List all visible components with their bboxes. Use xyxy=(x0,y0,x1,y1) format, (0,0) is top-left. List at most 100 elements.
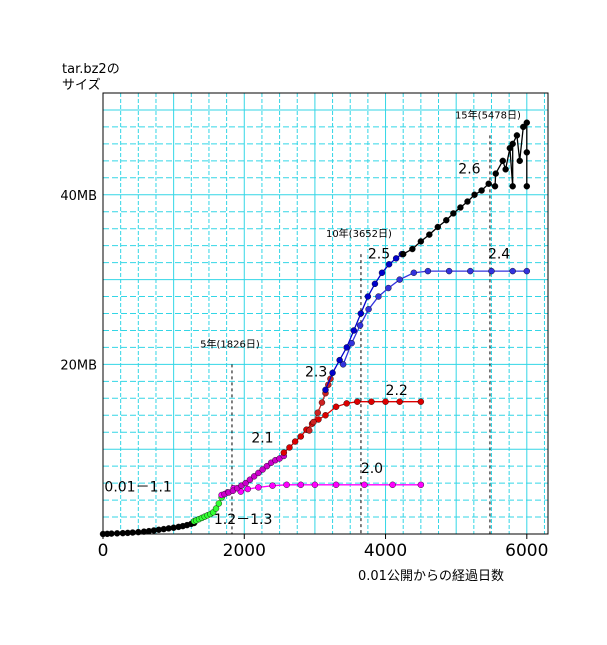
data-point xyxy=(283,481,290,489)
data-point xyxy=(246,476,254,483)
data-point xyxy=(322,386,329,394)
data-point xyxy=(375,293,382,300)
data-point xyxy=(113,530,121,537)
data-point xyxy=(399,250,407,258)
data-point xyxy=(424,267,432,275)
data-point xyxy=(322,412,329,419)
data-point xyxy=(306,427,313,434)
data-point xyxy=(255,469,262,477)
data-point xyxy=(502,166,509,173)
data-point xyxy=(368,398,375,405)
data-point xyxy=(357,310,365,317)
data-point xyxy=(396,398,403,405)
data-point xyxy=(212,505,220,512)
data-point xyxy=(409,245,416,253)
labels: 0.01－1.1 1.2－1.3 2.0 2.1 2.2 2.3 2.4 2.5 2.6 xyxy=(104,162,510,528)
data-point xyxy=(417,238,425,245)
data-point xyxy=(259,466,266,473)
data-point xyxy=(396,276,403,283)
data-point xyxy=(410,269,417,276)
data-point xyxy=(361,481,368,489)
series-label: 1.2－1.3 xyxy=(214,512,273,528)
data-point xyxy=(364,293,372,300)
data-point xyxy=(509,140,516,148)
data-point xyxy=(343,400,350,407)
data-point xyxy=(329,369,336,377)
y-axis-label-line-1: tar.bz2の xyxy=(62,62,120,77)
plot-frame xyxy=(102,92,549,535)
data-point xyxy=(291,438,299,445)
series-label: 2.4 xyxy=(488,246,510,262)
data-point xyxy=(492,170,499,177)
data-point xyxy=(286,444,293,451)
data-point xyxy=(523,149,531,156)
data-point xyxy=(108,530,115,537)
data-point xyxy=(215,500,223,507)
data-point xyxy=(263,462,271,470)
data-point xyxy=(269,482,276,489)
data-point xyxy=(343,344,350,351)
series-label: 0.01－1.1 xyxy=(104,480,171,496)
data-point xyxy=(389,481,396,489)
data-point xyxy=(297,433,304,440)
x-tick-label: 0 xyxy=(98,541,109,561)
data-point xyxy=(354,398,361,405)
data-point xyxy=(520,123,527,131)
data-point xyxy=(516,157,523,165)
series-label: 2.2 xyxy=(386,383,408,399)
x-tick-label: 4000 xyxy=(364,541,407,561)
series-label: 2.5 xyxy=(368,246,390,262)
data-point xyxy=(318,399,326,406)
data-point xyxy=(445,267,453,275)
data-point xyxy=(478,187,485,194)
data-point xyxy=(371,280,379,288)
data-point xyxy=(464,198,471,205)
y-tick-label: 40MB xyxy=(60,189,97,204)
data-point xyxy=(509,267,516,275)
data-point xyxy=(513,132,521,139)
data-point xyxy=(350,327,357,334)
data-point xyxy=(450,210,457,217)
data-point xyxy=(255,484,262,491)
data-point xyxy=(417,481,425,489)
axes: 0 2000 4000 6000 20MB 40MB xyxy=(60,92,549,561)
reference-line-label: 5年(1826日) xyxy=(200,337,260,350)
data-point xyxy=(488,267,495,275)
series-label: 2.1 xyxy=(251,430,273,446)
data-point xyxy=(315,416,322,423)
data-point xyxy=(311,481,319,489)
data-point xyxy=(339,361,347,368)
data-point xyxy=(385,284,392,292)
series-label: 2.6 xyxy=(458,162,480,178)
data-point xyxy=(491,183,499,190)
reference-lines: 5年(1826日) 10年(3652日) 15年(5478日) xyxy=(200,108,521,534)
data-point xyxy=(356,322,364,329)
data-point xyxy=(426,231,433,238)
data-point xyxy=(244,485,252,493)
data-point xyxy=(434,223,442,231)
data-point xyxy=(385,261,393,268)
data-point xyxy=(310,418,317,426)
data-point xyxy=(485,180,492,187)
series-label: 2.0 xyxy=(361,461,383,477)
reference-line-label: 15年(5478日) xyxy=(455,108,521,121)
data-point xyxy=(280,449,288,456)
x-tick-label: 2000 xyxy=(223,541,266,561)
data-point xyxy=(135,528,142,536)
x-axis-label: 0.01公開からの経過日数 xyxy=(358,569,504,584)
y-tick-label: 20MB xyxy=(60,358,97,373)
y-axis-label-line-2: サイズ xyxy=(62,77,101,93)
data-point xyxy=(242,479,249,487)
data-point xyxy=(509,183,516,190)
data-point xyxy=(314,409,321,416)
data-point xyxy=(382,398,389,405)
data-point xyxy=(129,529,136,536)
data-point xyxy=(332,403,340,410)
data-point xyxy=(250,473,258,480)
series-label: 2.3 xyxy=(305,364,327,380)
data-point xyxy=(332,481,340,489)
data-point xyxy=(467,267,474,275)
series-group xyxy=(99,119,531,538)
reference-line-label: 10年(3652日) xyxy=(326,227,392,240)
data-point xyxy=(499,157,506,165)
